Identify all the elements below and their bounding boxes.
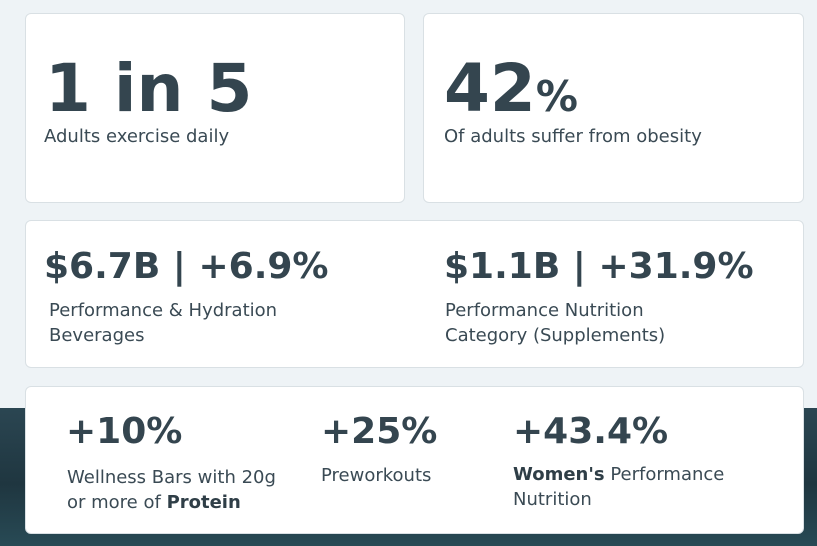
- market-value-beverages: $6.7B | +6.9%: [44, 246, 329, 287]
- percent-sign: %: [535, 72, 578, 121]
- growth-label-bars-line1: Wellness Bars with 20g: [67, 467, 276, 488]
- growth-label-bars: Wellness Bars with 20g or more of Protei…: [67, 465, 276, 515]
- growth-label-womens-line1: Women's Performance: [513, 462, 724, 487]
- growth-value-bars: +10%: [66, 411, 183, 452]
- market-label-supplements: Performance Nutrition Category (Suppleme…: [445, 298, 665, 348]
- growth-card: +10% Wellness Bars with 20g or more of P…: [25, 386, 804, 534]
- market-card: $6.7B | +6.9% Performance & Hydration Be…: [25, 220, 804, 368]
- growth-label-bars-protein: Protein: [166, 492, 241, 513]
- market-label-beverages-line2: Beverages: [49, 325, 145, 346]
- market-label-beverages-line1: Performance & Hydration: [49, 300, 278, 321]
- growth-label-bars-line2-text: or more of: [67, 492, 167, 513]
- stat-number-obesity: 42: [444, 50, 536, 127]
- growth-value-womens: +43.4%: [513, 411, 669, 452]
- growth-value-preworkouts: +25%: [321, 411, 438, 452]
- market-label-supplements-line1: Performance Nutrition: [445, 300, 644, 321]
- growth-label-womens-bold: Women's: [513, 464, 605, 485]
- growth-label-womens-rest: Performance: [604, 464, 725, 485]
- market-label-beverages: Performance & Hydration Beverages: [49, 298, 277, 348]
- market-value-supplements: $1.1B | +31.9%: [444, 246, 754, 287]
- stat-value-obesity: 42%: [444, 56, 578, 122]
- stat-label-exercise: Adults exercise daily: [44, 126, 230, 147]
- stat-card-obesity: 42% Of adults suffer from obesity: [423, 13, 804, 203]
- market-label-supplements-line2: Category (Supplements): [445, 325, 666, 346]
- stat-card-exercise: 1 in 5 Adults exercise daily: [25, 13, 405, 203]
- growth-label-bars-line2: or more of Protein: [67, 490, 276, 515]
- growth-label-womens-line2: Nutrition: [513, 489, 592, 510]
- growth-label-preworkouts: Preworkouts: [321, 465, 432, 486]
- stat-label-obesity: Of adults suffer from obesity: [444, 126, 702, 147]
- growth-label-womens: Women's Performance Nutrition: [513, 462, 724, 512]
- stat-value-exercise: 1 in 5: [45, 50, 253, 127]
